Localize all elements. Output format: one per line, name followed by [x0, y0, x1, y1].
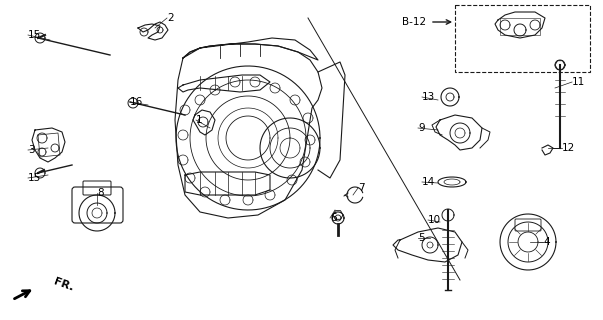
- Text: 7: 7: [358, 183, 365, 193]
- Text: 15: 15: [28, 30, 41, 40]
- Text: 6: 6: [330, 213, 336, 223]
- Text: 14: 14: [422, 177, 435, 187]
- Text: B-12: B-12: [402, 17, 426, 27]
- Text: 11: 11: [572, 77, 586, 87]
- Text: 13: 13: [422, 92, 435, 102]
- Text: 4: 4: [543, 237, 549, 247]
- Text: 8: 8: [97, 188, 104, 198]
- Text: 16: 16: [130, 97, 144, 107]
- Text: 15: 15: [28, 173, 41, 183]
- Text: 10: 10: [428, 215, 441, 225]
- Text: FR.: FR.: [52, 277, 75, 293]
- Text: 9: 9: [418, 123, 425, 133]
- Text: 1: 1: [196, 115, 203, 125]
- Text: 5: 5: [418, 233, 425, 243]
- Bar: [455, 5, 590, 72]
- Text: 3: 3: [28, 145, 34, 155]
- Text: 12: 12: [562, 143, 575, 153]
- Text: 2: 2: [167, 13, 174, 23]
